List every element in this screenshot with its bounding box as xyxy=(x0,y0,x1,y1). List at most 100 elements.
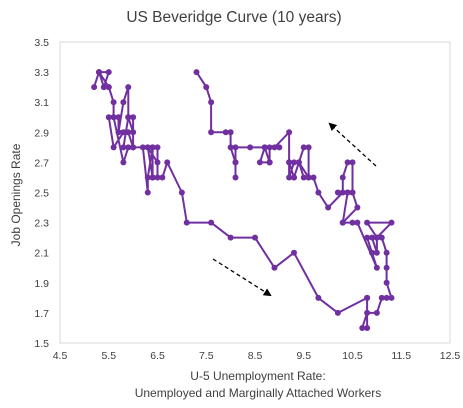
data-point xyxy=(154,144,161,151)
data-point xyxy=(364,234,371,241)
data-point xyxy=(144,144,151,151)
data-point xyxy=(266,144,273,151)
data-point xyxy=(300,174,307,181)
x-axis-title-line-1: U-5 Unemployment Rate: xyxy=(190,369,325,383)
data-point xyxy=(178,189,185,196)
data-point xyxy=(232,159,239,166)
data-point xyxy=(266,159,273,166)
data-point xyxy=(344,159,351,166)
data-point xyxy=(315,189,322,196)
data-point xyxy=(125,114,132,121)
series-layer xyxy=(91,69,395,331)
data-point xyxy=(222,129,229,136)
data-point xyxy=(252,234,258,241)
data-point xyxy=(383,294,390,301)
y-tick-label: 3.3 xyxy=(34,67,49,79)
y-axis-title: Job Openings Rate xyxy=(9,143,23,246)
data-point xyxy=(130,114,137,121)
data-point xyxy=(130,129,137,136)
data-point xyxy=(139,144,146,151)
data-point xyxy=(154,159,161,166)
data-point xyxy=(120,129,127,136)
data-point xyxy=(256,159,263,166)
data-point xyxy=(364,294,371,301)
data-point xyxy=(359,324,366,331)
data-point xyxy=(383,279,390,286)
data-point xyxy=(295,159,302,166)
y-axis-ticks: 1.5 1.7 1.9 2.1 2.3 2.5 2.7 2.9 3.1 3.3 3.5 xyxy=(34,37,49,350)
data-point xyxy=(291,174,297,181)
x-tick-label: 4.5 xyxy=(53,350,68,362)
x-axis-ticks: 4.5 5.5 6.5 7.5 8.5 9.5 10.5 11.5 12.5 xyxy=(53,350,461,362)
data-point xyxy=(203,84,210,91)
data-point xyxy=(105,114,112,121)
data-point xyxy=(364,324,371,331)
data-point xyxy=(183,219,190,226)
y-tick-label: 1.5 xyxy=(34,338,49,350)
y-tick-label: 2.3 xyxy=(34,218,49,230)
data-point xyxy=(149,174,156,181)
data-point xyxy=(325,204,332,211)
data-point xyxy=(208,99,215,106)
data-point xyxy=(383,249,390,256)
data-point xyxy=(286,159,293,166)
data-point xyxy=(349,189,356,196)
data-point xyxy=(344,189,351,196)
data-point xyxy=(105,69,112,76)
x-axis-title-line-2: Unemployed and Marginally Attached Worke… xyxy=(135,386,382,400)
x-tick-label: 9.5 xyxy=(296,350,311,362)
x-tick-label: 7.5 xyxy=(199,350,214,362)
data-point xyxy=(120,99,127,106)
data-point xyxy=(388,294,395,301)
data-point xyxy=(193,69,200,76)
data-point xyxy=(125,144,132,151)
data-point xyxy=(305,174,312,181)
data-point xyxy=(305,144,312,151)
data-point xyxy=(354,219,361,226)
y-tick-label: 2.7 xyxy=(34,157,49,169)
x-tick-label: 5.5 xyxy=(101,350,116,362)
data-point xyxy=(388,219,395,226)
data-point xyxy=(373,264,380,271)
data-point xyxy=(354,204,361,211)
y-tick-label: 3.5 xyxy=(34,37,49,49)
data-point xyxy=(373,234,380,241)
x-tick-label: 10.5 xyxy=(342,350,363,362)
data-point xyxy=(125,84,132,91)
data-point xyxy=(383,264,390,271)
data-point xyxy=(286,174,293,181)
data-point xyxy=(105,84,112,91)
data-point xyxy=(110,99,117,106)
x-tick-label: 12.5 xyxy=(440,350,461,362)
x-tick-label: 8.5 xyxy=(248,350,263,362)
data-point xyxy=(271,264,278,271)
y-tick-label: 1.9 xyxy=(34,278,49,290)
data-point xyxy=(334,309,341,316)
data-point xyxy=(373,249,380,256)
data-point xyxy=(315,294,322,301)
data-point xyxy=(291,249,297,256)
data-point xyxy=(310,174,317,181)
arrow-down-right-icon xyxy=(212,258,272,297)
data-point xyxy=(154,174,161,181)
y-tick-label: 2.1 xyxy=(34,248,49,260)
data-point xyxy=(149,144,156,151)
data-point xyxy=(125,129,132,136)
data-point xyxy=(247,144,254,151)
data-point xyxy=(276,144,283,151)
data-point xyxy=(120,159,127,166)
data-point xyxy=(271,144,278,151)
data-point xyxy=(227,144,234,151)
data-point xyxy=(159,174,166,181)
y-tick-label: 3.1 xyxy=(34,97,49,109)
data-point xyxy=(378,234,385,241)
x-tick-label: 11.5 xyxy=(391,350,411,362)
data-point xyxy=(339,189,346,196)
data-point xyxy=(120,144,127,151)
data-point xyxy=(291,159,297,166)
data-point xyxy=(364,219,371,226)
data-point xyxy=(227,234,234,241)
data-point xyxy=(286,129,293,136)
